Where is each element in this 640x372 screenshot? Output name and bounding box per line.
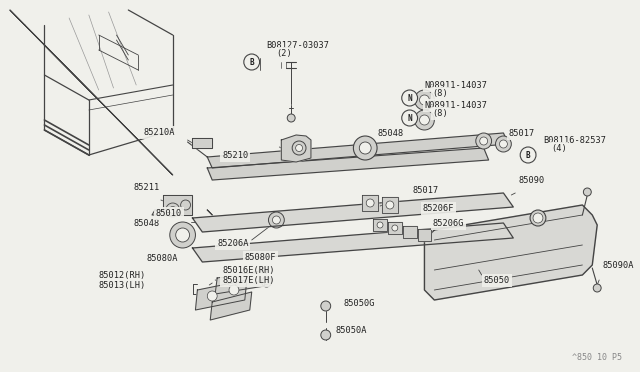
Text: 85048: 85048	[133, 219, 159, 228]
Text: 85090: 85090	[518, 176, 545, 185]
Circle shape	[269, 212, 284, 228]
Text: ^850 10 P5: ^850 10 P5	[572, 353, 622, 362]
Circle shape	[207, 291, 217, 301]
Circle shape	[321, 330, 331, 340]
Text: 85206F: 85206F	[422, 204, 454, 213]
Text: N: N	[407, 113, 412, 122]
Text: 85080A: 85080A	[146, 254, 177, 263]
Text: 85206G: 85206G	[433, 219, 464, 228]
Text: (8): (8)	[433, 109, 448, 118]
Polygon shape	[163, 195, 193, 215]
Text: N08911-14037: N08911-14037	[424, 101, 488, 110]
Circle shape	[420, 95, 429, 105]
Polygon shape	[403, 226, 417, 238]
Circle shape	[480, 137, 488, 145]
Text: B08116-82537: B08116-82537	[543, 136, 606, 145]
Text: 85012(RH): 85012(RH)	[99, 271, 146, 280]
Polygon shape	[207, 148, 488, 180]
Circle shape	[402, 90, 417, 106]
Text: 85080F: 85080F	[245, 253, 276, 262]
Text: 85211: 85211	[133, 183, 159, 192]
Polygon shape	[373, 219, 387, 231]
Polygon shape	[424, 205, 597, 300]
Circle shape	[273, 216, 280, 224]
Text: 85090A: 85090A	[602, 261, 634, 270]
Polygon shape	[388, 222, 402, 234]
Text: 85050A: 85050A	[335, 326, 367, 335]
Text: 85017E(LH): 85017E(LH)	[222, 276, 275, 285]
Circle shape	[180, 200, 191, 210]
Circle shape	[262, 277, 271, 287]
Polygon shape	[362, 195, 378, 211]
Circle shape	[176, 228, 189, 242]
Text: 85048: 85048	[377, 129, 403, 138]
Text: B: B	[250, 58, 254, 67]
Polygon shape	[193, 138, 212, 148]
Circle shape	[377, 222, 383, 228]
Circle shape	[386, 201, 394, 209]
Polygon shape	[207, 133, 508, 168]
Circle shape	[227, 276, 237, 286]
Circle shape	[170, 206, 176, 214]
Text: 85017: 85017	[508, 129, 534, 138]
Circle shape	[170, 222, 195, 248]
Circle shape	[359, 142, 371, 154]
Circle shape	[229, 285, 239, 295]
Circle shape	[353, 136, 377, 160]
Circle shape	[292, 141, 306, 155]
Text: 85013(LH): 85013(LH)	[99, 281, 146, 290]
Polygon shape	[195, 280, 247, 310]
Circle shape	[296, 144, 303, 151]
Polygon shape	[193, 223, 513, 262]
Circle shape	[495, 136, 511, 152]
Text: 85016E(RH): 85016E(RH)	[222, 266, 275, 275]
Text: 85210A: 85210A	[143, 128, 175, 137]
Polygon shape	[417, 229, 431, 241]
Text: N: N	[407, 93, 412, 103]
Text: 85010: 85010	[156, 209, 182, 218]
Circle shape	[366, 199, 374, 207]
Polygon shape	[215, 270, 266, 294]
Circle shape	[392, 225, 398, 231]
Polygon shape	[282, 135, 311, 162]
Circle shape	[476, 133, 492, 149]
Circle shape	[321, 301, 331, 311]
Text: (8): (8)	[433, 89, 448, 98]
Polygon shape	[193, 193, 513, 232]
Text: 85210: 85210	[222, 151, 248, 160]
Circle shape	[415, 90, 435, 110]
Polygon shape	[207, 210, 212, 215]
Circle shape	[520, 147, 536, 163]
Text: N08911-14037: N08911-14037	[424, 81, 488, 90]
Polygon shape	[211, 292, 252, 320]
Circle shape	[415, 110, 435, 130]
Circle shape	[250, 273, 260, 283]
Text: 85206A: 85206A	[217, 239, 249, 248]
Circle shape	[530, 210, 546, 226]
Text: 85050: 85050	[484, 276, 510, 285]
Circle shape	[402, 110, 417, 126]
Circle shape	[287, 114, 295, 122]
Circle shape	[264, 279, 269, 285]
Circle shape	[533, 213, 543, 223]
Polygon shape	[152, 210, 163, 215]
Circle shape	[584, 188, 591, 196]
Circle shape	[244, 54, 260, 70]
Text: 85017: 85017	[413, 186, 439, 195]
Text: B: B	[526, 151, 531, 160]
Text: 85050G: 85050G	[344, 299, 375, 308]
Circle shape	[593, 284, 601, 292]
Polygon shape	[44, 45, 173, 175]
Text: (2): (2)	[276, 49, 292, 58]
Polygon shape	[10, 10, 99, 100]
Circle shape	[499, 140, 508, 148]
Text: B08127-03037: B08127-03037	[266, 41, 330, 50]
Text: (4): (4)	[551, 144, 566, 153]
Polygon shape	[382, 197, 398, 213]
Circle shape	[166, 203, 180, 217]
Circle shape	[420, 115, 429, 125]
